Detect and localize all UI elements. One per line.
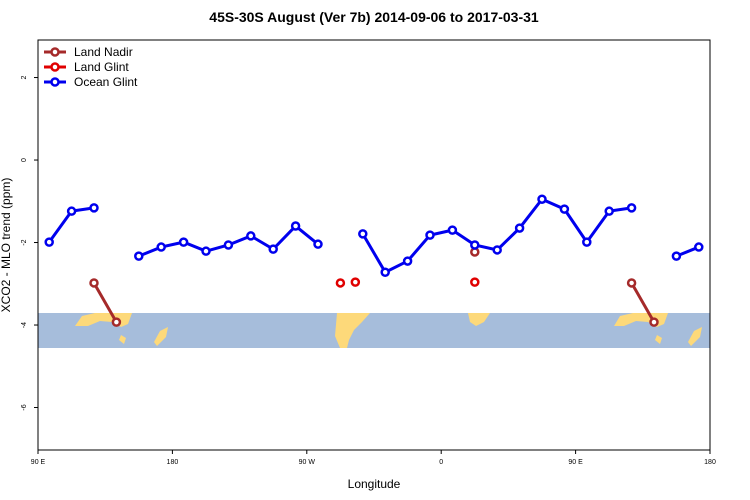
point xyxy=(335,278,346,288)
x-tick-label: 180 xyxy=(704,459,716,466)
x-tick-label: 90 E xyxy=(31,459,46,466)
point xyxy=(537,194,547,204)
map-band xyxy=(38,313,710,348)
point xyxy=(470,240,480,250)
x-axis-label: Longitude xyxy=(348,477,401,491)
point xyxy=(380,267,390,277)
x-tick-label: 90 E xyxy=(568,459,583,466)
legend-marker xyxy=(50,77,60,87)
point xyxy=(44,237,54,247)
y-tick-label: -2 xyxy=(21,239,28,245)
point xyxy=(156,242,166,252)
point xyxy=(649,317,659,327)
legend-marker xyxy=(50,47,60,57)
chart-title: 45S-30S August (Ver 7b) 2014-09-06 to 20… xyxy=(209,9,539,25)
point xyxy=(89,278,99,288)
point xyxy=(268,244,278,254)
land xyxy=(335,313,370,348)
point xyxy=(559,204,570,214)
point xyxy=(178,237,189,247)
legend-label: Ocean Glint xyxy=(74,75,138,89)
point xyxy=(89,203,99,213)
y-tick-label: -4 xyxy=(21,322,28,328)
point xyxy=(626,203,637,213)
legend-marker xyxy=(50,62,60,72)
legend-label: Land Glint xyxy=(74,60,129,74)
point xyxy=(358,229,368,239)
land xyxy=(154,327,168,346)
point xyxy=(470,277,480,287)
point xyxy=(694,242,704,252)
land xyxy=(688,327,702,346)
point xyxy=(290,221,301,231)
point xyxy=(402,256,413,266)
legend-label: Land Nadir xyxy=(74,45,133,59)
x-tick-label: 90 W xyxy=(299,459,316,466)
ocean-band xyxy=(38,313,710,348)
series-line xyxy=(92,282,656,323)
point xyxy=(492,245,502,255)
y-tick-label: -6 xyxy=(21,404,28,410)
point xyxy=(313,239,323,249)
point xyxy=(425,230,435,240)
point xyxy=(223,240,234,250)
point xyxy=(604,206,614,216)
point xyxy=(626,278,637,288)
point xyxy=(201,246,211,256)
x-tick-label: 180 xyxy=(167,459,179,466)
point xyxy=(671,251,682,261)
series-line xyxy=(47,197,700,275)
point xyxy=(134,251,144,261)
y-axis-label: XCO2 - MLO trend (ppm) xyxy=(0,178,13,313)
point xyxy=(582,237,592,247)
plot-frame xyxy=(37,39,711,451)
y-tick-label: 2 xyxy=(21,75,28,79)
point xyxy=(514,223,525,233)
land xyxy=(119,335,126,344)
point xyxy=(111,317,122,327)
point xyxy=(246,231,256,241)
point xyxy=(350,277,361,287)
land xyxy=(655,335,662,344)
y-tick-label: 0 xyxy=(21,158,28,162)
land xyxy=(468,313,490,326)
point xyxy=(66,206,77,216)
x-tick-label: 0 xyxy=(439,459,443,466)
point xyxy=(447,225,458,235)
